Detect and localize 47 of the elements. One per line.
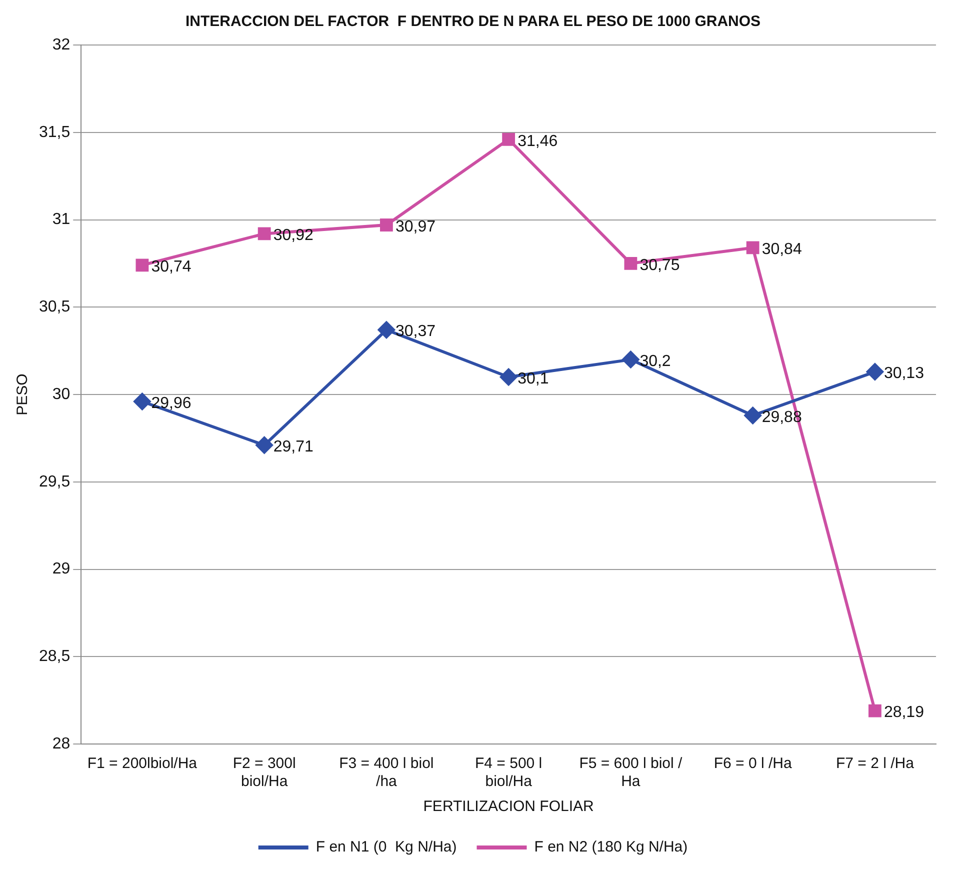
point xyxy=(256,436,273,454)
y-tick-label: 30 xyxy=(52,386,70,403)
y-axis-title: PESO xyxy=(14,374,32,416)
point xyxy=(134,392,151,410)
data-label: 29,71 xyxy=(273,438,314,456)
y-tick-label: 31,5 xyxy=(39,124,70,141)
x-tick-label: F6 = 0 l /Ha xyxy=(714,755,792,772)
point xyxy=(136,258,149,272)
data-label: 29,96 xyxy=(151,394,192,412)
point xyxy=(622,351,640,368)
data-label: 30,13 xyxy=(884,365,924,382)
y-tick-label: 32 xyxy=(52,36,70,54)
point xyxy=(258,227,271,240)
point xyxy=(624,256,638,270)
point xyxy=(866,363,884,380)
point xyxy=(746,241,760,254)
x-tick-label: F4 = 500 l biol/Ha xyxy=(475,755,542,790)
x-tick-label: F1 = 200lbiol/Ha xyxy=(87,755,198,772)
x-tick-label: F7 = 2 l /Ha xyxy=(836,755,915,772)
x-tick-label: F2 = 300l biol/Ha xyxy=(232,755,296,790)
y-tick-label: 29 xyxy=(52,560,70,578)
y-tick-label: 30,5 xyxy=(39,298,70,316)
data-label: 30,97 xyxy=(395,218,436,236)
point xyxy=(744,406,762,424)
data-label: 28,19 xyxy=(884,704,924,722)
y-tick-label: 28 xyxy=(52,735,70,752)
data-label: 31,46 xyxy=(518,132,558,150)
x-tick-label: F5 = 600 l biol / Ha xyxy=(579,755,684,790)
data-label: 30,1 xyxy=(518,370,549,388)
data-label: 30,75 xyxy=(640,256,680,274)
point xyxy=(500,368,518,386)
legend-label: F en N2 (180 Kg N/Ha) xyxy=(534,838,688,856)
x-axis-title: FERTILIZACION FOLIAR xyxy=(423,798,594,816)
chart-title: INTERACCION DEL FACTOR F DENTRO DE N PARA EL PESO DE 1000 GRANOS xyxy=(185,13,761,30)
point xyxy=(502,132,516,146)
x-tick-label: F3 = 400 l biol /ha xyxy=(339,755,434,790)
y-tick-label: 31 xyxy=(52,211,70,228)
point xyxy=(378,321,395,338)
y-tick-label: 29,5 xyxy=(39,473,70,490)
data-label: 30,84 xyxy=(762,241,802,258)
data-label: 30,2 xyxy=(640,352,671,370)
legend-label: F en N1 (0 Kg N/Ha) xyxy=(316,838,457,856)
data-label: 30,74 xyxy=(151,258,192,276)
y-tick-label: 28,5 xyxy=(39,648,70,666)
point xyxy=(380,218,393,232)
point xyxy=(868,704,882,718)
data-label: 30,37 xyxy=(395,323,436,340)
